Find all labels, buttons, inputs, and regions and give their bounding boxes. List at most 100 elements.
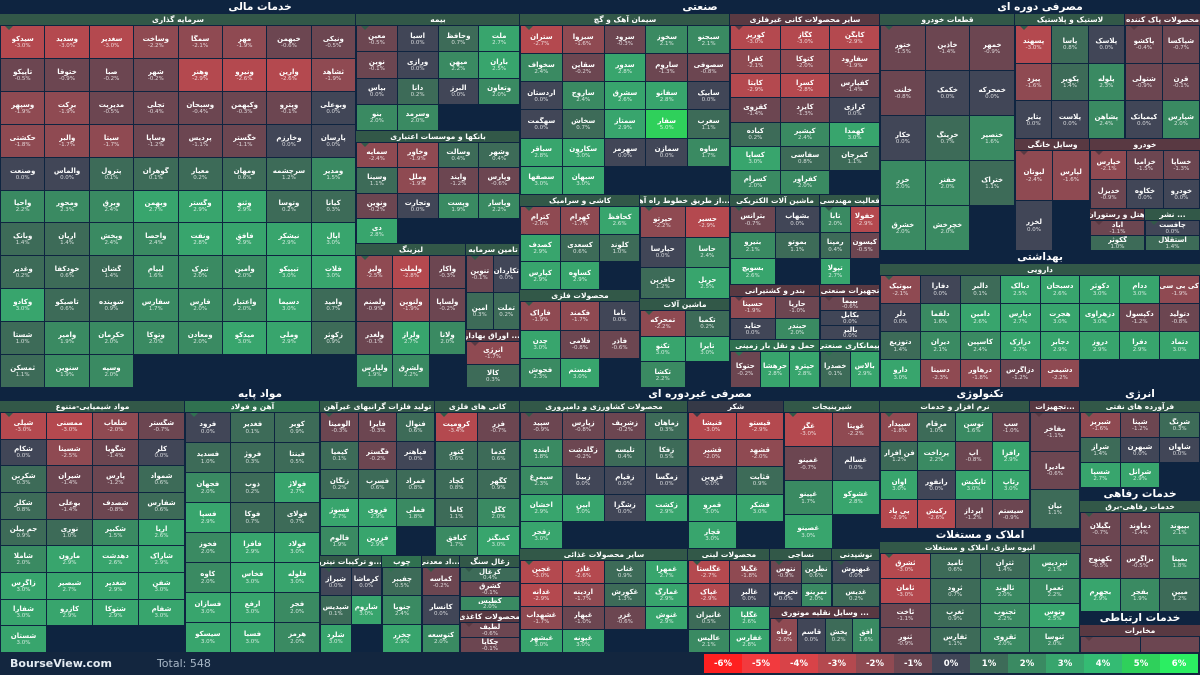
stock-tile[interactable]: والبر -1.7% bbox=[45, 124, 89, 157]
stock-tile[interactable]: فسازان 3.0% bbox=[186, 593, 230, 622]
stock-tile[interactable]: سیسکو 3.0% bbox=[186, 623, 230, 652]
stock-tile[interactable]: ناما 0.0% bbox=[600, 302, 639, 330]
stock-tile[interactable]: فارس 2.0% bbox=[178, 289, 222, 322]
industry-header[interactable]: نساجی bbox=[770, 549, 832, 560]
stock-tile[interactable]: وصنعت 0.0% bbox=[1, 157, 45, 190]
stock-tile[interactable]: کپارس 2.9% bbox=[521, 262, 560, 289]
stock-tile[interactable]: سرچشمه 1.2% bbox=[267, 157, 311, 190]
stock-tile[interactable]: پلوله 2.3% bbox=[1088, 63, 1124, 101]
stock-tile[interactable]: شستان 3.0% bbox=[1, 626, 46, 652]
stock-tile[interactable]: فایرا -0.3% bbox=[359, 413, 396, 441]
stock-tile[interactable]: دکوثر 3.0% bbox=[1080, 276, 1120, 303]
stock-tile[interactable]: کمنگنز 3.0% bbox=[478, 527, 519, 555]
stock-tile[interactable]: ولصنم -0.9% bbox=[357, 289, 393, 321]
stock-tile[interactable]: سرود -0.3% bbox=[604, 26, 646, 54]
stock-tile[interactable]: چفیبر 0.5% bbox=[383, 568, 421, 596]
stock-tile[interactable]: غزر -0.6% bbox=[604, 607, 646, 629]
stock-tile[interactable]: وسبحان -0.4% bbox=[178, 91, 222, 124]
stock-tile[interactable]: سفاسی 0.8% bbox=[780, 146, 830, 170]
stock-tile[interactable]: فزرین 2.9% bbox=[359, 527, 396, 555]
stock-tile[interactable]: پکویر 1.4% bbox=[1052, 63, 1088, 101]
stock-tile[interactable]: سدور 2.8% bbox=[604, 54, 646, 82]
stock-tile[interactable]: گوهران 0.1% bbox=[134, 157, 178, 190]
stock-tile[interactable]: زنگان 0.2% bbox=[321, 470, 358, 498]
stock-tile[interactable]: وسپهر -1.9% bbox=[1, 91, 45, 124]
stock-tile[interactable]: کهرام -1.7% bbox=[560, 207, 600, 234]
stock-tile[interactable]: خلنت -0.8% bbox=[881, 71, 925, 115]
stock-tile[interactable]: دلقما 1.6% bbox=[920, 304, 960, 331]
stock-tile[interactable]: بگیلان -0.7% bbox=[1081, 513, 1120, 545]
stock-tile[interactable]: رکیش -2.6% bbox=[918, 500, 955, 528]
stock-tile[interactable]: دلر 0.0% bbox=[881, 304, 920, 331]
stock-tile[interactable]: وتجارت 0.0% bbox=[397, 193, 438, 218]
stock-tile[interactable]: قشیر -2.0% bbox=[689, 440, 736, 467]
stock-tile[interactable]: خکمک 0.0% bbox=[925, 71, 970, 115]
stock-tile[interactable]: دفارا 0.0% bbox=[920, 276, 960, 303]
stock-tile[interactable]: واحیا 2.2% bbox=[1, 190, 45, 223]
stock-tile[interactable]: دماوند -1.4% bbox=[1120, 513, 1160, 545]
stock-tile[interactable]: معیار 0.2% bbox=[178, 157, 222, 190]
stock-tile[interactable]: بشهاب 0.0% bbox=[775, 207, 819, 232]
stock-tile[interactable]: فباهنر 0.0% bbox=[397, 441, 434, 470]
stock-tile[interactable]: وپخش 2.4% bbox=[89, 223, 134, 256]
stock-tile[interactable]: سخاش 0.7% bbox=[562, 110, 604, 138]
stock-tile[interactable]: فسوژ 2.7% bbox=[321, 498, 358, 527]
stock-tile[interactable]: ثنوسا 2.0% bbox=[1030, 628, 1079, 652]
industry-header[interactable]: سرمایه گذاری bbox=[0, 14, 356, 25]
stock-tile[interactable]: ومحور 2.3% bbox=[45, 190, 89, 223]
stock-tile[interactable]: شهر -0.2% bbox=[134, 58, 178, 91]
stock-tile[interactable]: سیتا -1.7% bbox=[89, 124, 134, 157]
industry-header[interactable]: وسایل خانگی bbox=[1015, 139, 1090, 150]
industry-header[interactable]: انبوه سازی، املاک و مستغلات bbox=[880, 542, 1080, 553]
stock-tile[interactable]: کرومیت -3.4% bbox=[436, 413, 477, 441]
stock-tile[interactable]: ومعادن 2.0% bbox=[178, 322, 222, 355]
stock-tile[interactable]: واعتبار 2.0% bbox=[222, 289, 267, 322]
stock-tile[interactable]: فسبا 3.0% bbox=[230, 623, 275, 652]
stock-tile[interactable]: پسهند -3.0% bbox=[1016, 26, 1052, 63]
stock-tile[interactable]: وخارزم 0.0% bbox=[267, 124, 311, 157]
industry-header[interactable]: شیرینیجات bbox=[784, 401, 880, 412]
stock-tile[interactable]: غپاک -2.9% bbox=[689, 584, 729, 606]
stock-tile[interactable]: ختراک 1.1% bbox=[970, 161, 1014, 205]
industry-header[interactable]: بیمه bbox=[356, 14, 520, 25]
stock-tile[interactable]: شاروم 3.0% bbox=[351, 596, 381, 624]
stock-tile[interactable]: خبهمن -0.6% bbox=[267, 26, 311, 58]
stock-tile[interactable]: قنیشا -3.0% bbox=[689, 413, 736, 440]
stock-tile[interactable]: شبریز -1.6% bbox=[1081, 413, 1120, 437]
stock-tile[interactable]: چدن 3.0% bbox=[521, 330, 560, 359]
stock-tile[interactable]: عالیس 2.1% bbox=[689, 630, 729, 652]
stock-tile[interactable]: مهر -1.9% bbox=[222, 26, 267, 58]
stock-tile[interactable]: ثفارس 1.1% bbox=[930, 628, 980, 652]
stock-tile[interactable]: قچار 3.0% bbox=[689, 521, 736, 548]
industry-header[interactable]: سیمان آهک و گچ bbox=[520, 14, 730, 25]
stock-tile[interactable]: زگلدشت -0.2% bbox=[562, 440, 604, 467]
stock-tile[interactable]: خودکفا 0.6% bbox=[45, 256, 89, 289]
stock-tile[interactable]: آباد -1.1% bbox=[1091, 221, 1144, 235]
stock-tile[interactable]: ستران -2.7% bbox=[521, 26, 562, 54]
stock-tile[interactable]: سپید -0.9% bbox=[521, 413, 562, 440]
stock-tile[interactable]: شفارس 0.6% bbox=[139, 492, 184, 519]
industry-header[interactable]: پیمانکاری صنعتی bbox=[820, 340, 880, 351]
industry-header[interactable]: آهن و فولاد bbox=[185, 401, 320, 412]
industry-header[interactable]: فرآورده های نفتی bbox=[1080, 401, 1200, 412]
stock-tile[interactable]: رتاپ 3.0% bbox=[992, 471, 1029, 499]
stock-tile[interactable]: پلاست 0.0% bbox=[1052, 101, 1088, 138]
stock-tile[interactable]: کماسه -0.2% bbox=[423, 568, 459, 596]
stock-tile[interactable]: سقاین -0.2% bbox=[562, 54, 604, 82]
stock-tile[interactable]: سفارود -1.9% bbox=[830, 50, 879, 74]
stock-tile[interactable]: خفنر 2.0% bbox=[925, 161, 970, 205]
stock-tile[interactable]: حبندر 2.0% bbox=[775, 318, 819, 339]
stock-tile[interactable]: وپارس -0.6% bbox=[479, 168, 519, 193]
stock-tile[interactable]: خزر 2.0% bbox=[881, 161, 925, 205]
stock-tile[interactable]: دی 2.8% bbox=[357, 218, 397, 243]
stock-tile[interactable]: اردستان 0.0% bbox=[521, 82, 562, 110]
stock-tile[interactable]: پلاسک 0.0% bbox=[1088, 26, 1124, 63]
stock-tile[interactable]: حسیر -2.9% bbox=[685, 207, 729, 237]
stock-tile[interactable]: وغدیر 0.2% bbox=[1, 256, 45, 289]
stock-tile[interactable]: وبهمن 2.7% bbox=[134, 190, 178, 223]
stock-tile[interactable]: غچین -3.0% bbox=[521, 561, 562, 583]
stock-tile[interactable]: اوان 3.0% bbox=[881, 471, 918, 499]
stock-tile[interactable]: وامین 2.0% bbox=[222, 256, 267, 289]
stock-tile[interactable]: شکبیر 1.5% bbox=[93, 519, 138, 546]
stock-tile[interactable]: حآسا 2.4% bbox=[685, 237, 729, 268]
